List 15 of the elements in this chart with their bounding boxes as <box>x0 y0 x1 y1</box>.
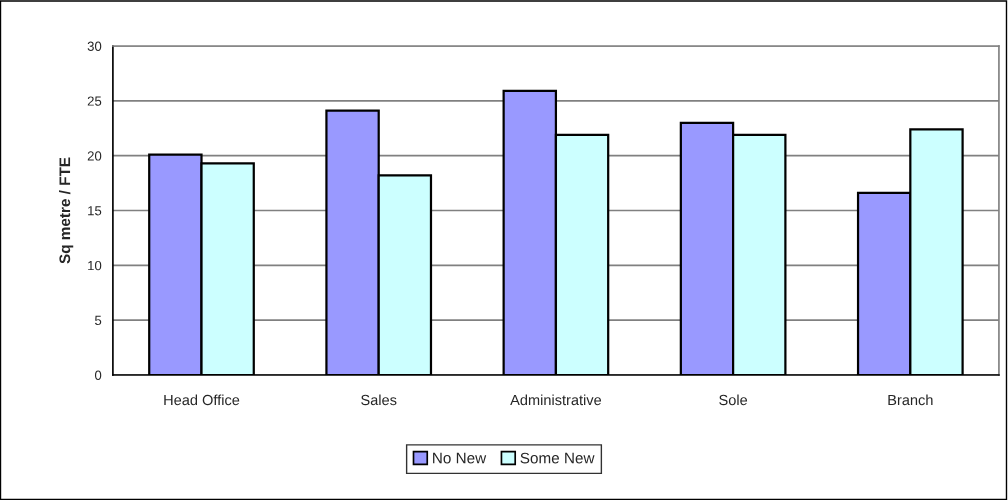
legend-label: Some New <box>520 452 595 464</box>
y-tick-label: 20 <box>87 151 102 161</box>
y-tick-label: 15 <box>88 206 102 216</box>
y-tick-label: 25 <box>87 96 102 106</box>
x-tick-label: Branch <box>888 394 933 406</box>
x-tick-label: Sales <box>361 394 397 406</box>
x-tick-label: Administrative <box>510 394 602 406</box>
x-tick-label: Sole <box>719 394 748 406</box>
y-axis-title: Sq metre / FTE <box>58 157 74 264</box>
y-tick-label: 0 <box>94 370 102 380</box>
legend-label: No New <box>433 452 487 464</box>
y-tick-label: 30 <box>87 41 102 51</box>
x-tick-label: Head Office <box>164 394 240 406</box>
y-tick-label: 10 <box>88 260 102 271</box>
y-tick-label: 5 <box>94 315 102 326</box>
